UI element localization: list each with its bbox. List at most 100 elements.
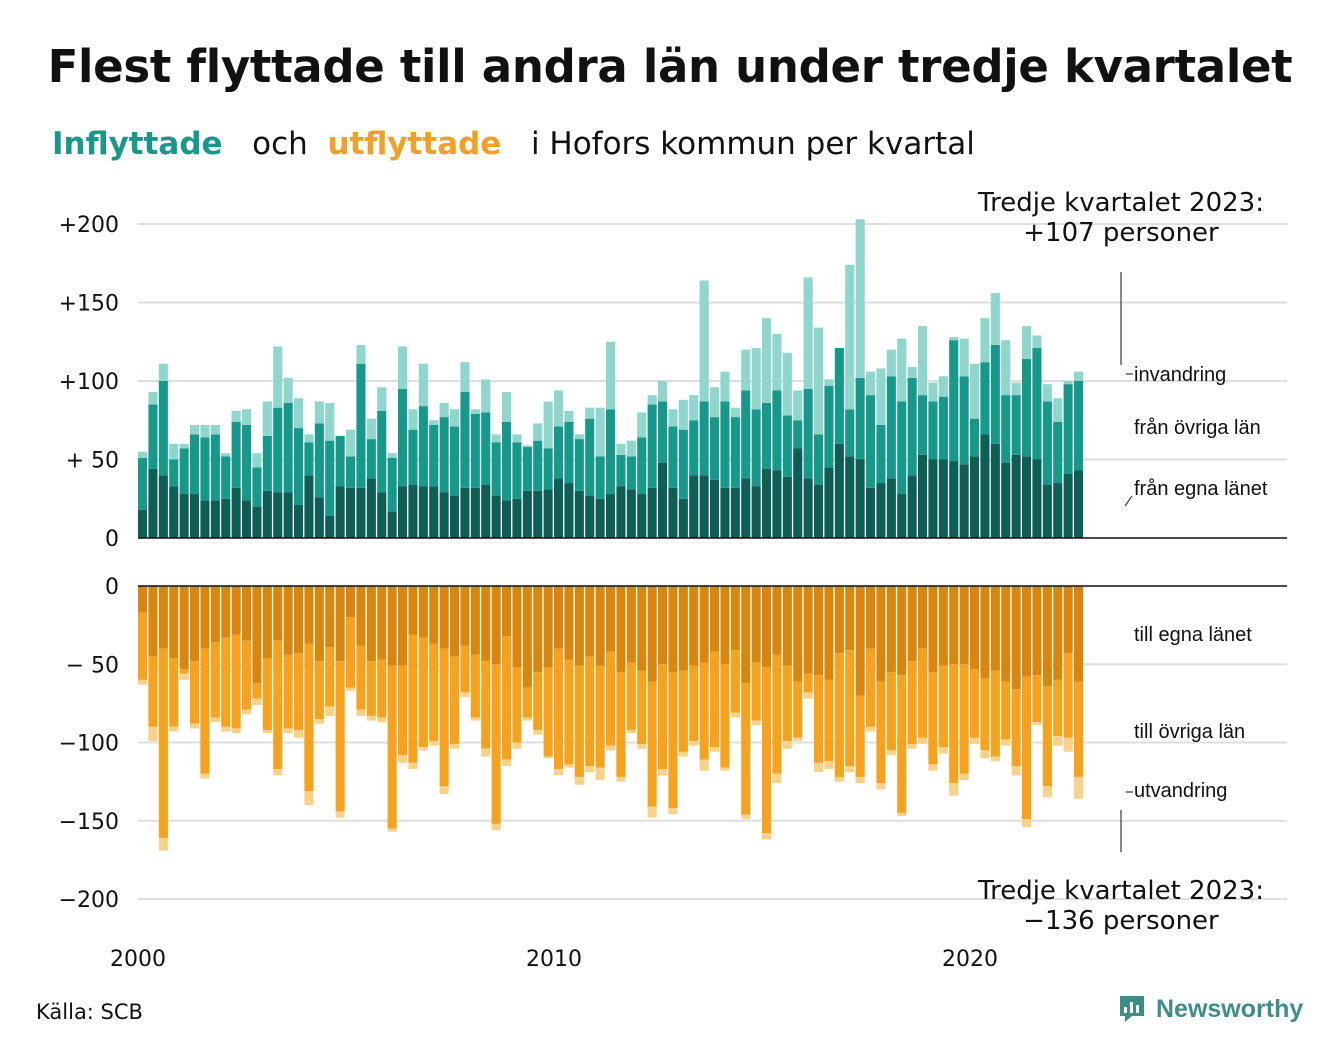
bar-in_other [782, 415, 792, 477]
bar-in_immigration [959, 338, 969, 377]
bar-out_own [408, 586, 418, 635]
bar-out_own [460, 586, 470, 646]
callout-bottom: Tredje kvartalet 2023: −136 personer [941, 876, 1301, 936]
bar-in_other [814, 434, 824, 485]
bar-out_own [554, 586, 564, 649]
bar-in_other [689, 420, 699, 476]
bar-in_own [554, 478, 564, 538]
bar-out_emigration [824, 761, 834, 770]
bar-in_own [918, 454, 928, 538]
bar-out_other [751, 662, 761, 721]
bar-out_emigration [949, 783, 959, 796]
bar-out_own [252, 586, 262, 684]
bar-in_own [190, 494, 200, 538]
bar-out_emigration [689, 740, 699, 746]
bar-in_other [190, 434, 200, 495]
bar-in_immigration [554, 390, 564, 427]
bar-out_other [678, 670, 688, 752]
bar-in_immigration [366, 418, 376, 440]
bar-out_other [1032, 675, 1042, 723]
subtitle-and: och [252, 126, 308, 162]
bar-out_own [491, 586, 501, 665]
bar-out_emigration [574, 776, 584, 785]
bar-in_own [387, 511, 397, 538]
bar-in_other [221, 456, 231, 499]
bar-out_other [460, 645, 470, 693]
bar-out_emigration [252, 698, 262, 705]
bar-out_other [169, 657, 179, 727]
bar-in_other [252, 467, 262, 507]
bar-out_emigration [907, 744, 917, 749]
bar-in_immigration [314, 401, 324, 424]
bar-in_own [304, 475, 314, 538]
bar-out_other [325, 647, 335, 707]
bar-out_emigration [158, 837, 168, 851]
bar-in_other [242, 424, 252, 501]
bar-out_own [626, 586, 636, 663]
bar-in_own [803, 478, 813, 538]
bar-in_own [616, 486, 626, 538]
bar-out_emigration [834, 776, 844, 782]
bar-out_emigration [273, 769, 283, 776]
bar-in_own [346, 487, 356, 538]
bar-in_other [1063, 384, 1073, 474]
bar-in_immigration [481, 379, 491, 413]
bar-out_other [512, 667, 522, 743]
bar-in_own [814, 484, 824, 538]
bar-in_own [543, 489, 553, 538]
bar-out_other [1053, 679, 1063, 737]
bar-in_own [824, 467, 834, 538]
bar-out_own [772, 586, 782, 655]
bar-out_own [262, 586, 272, 658]
bar-in_immigration [564, 410, 574, 422]
bar-out_emigration [200, 773, 210, 779]
bar-in_immigration [231, 410, 241, 422]
bar-out_other [990, 670, 1000, 757]
bar-in_other [179, 448, 189, 495]
bar-out_other [647, 681, 657, 807]
bar-in_other [845, 409, 855, 457]
bar-out_emigration [762, 833, 772, 840]
bar-out_emigration [179, 673, 189, 680]
bar-in_immigration [803, 277, 813, 389]
bar-out_other [720, 664, 730, 768]
bar-out_own [907, 586, 917, 662]
bar-out_emigration [304, 791, 314, 806]
bar-out_other [938, 665, 948, 748]
annotations: invandring från övriga län från egna länet… [1120, 272, 1268, 852]
bar-out_emigration [647, 806, 657, 818]
bar-in_immigration [398, 346, 408, 389]
bar-out_own [294, 586, 304, 654]
bar-out_emigration [793, 737, 803, 741]
bar-out_own [1053, 586, 1063, 680]
bar-in_other [273, 407, 283, 493]
bar-out_own [470, 586, 480, 655]
bar-in_other [169, 459, 179, 487]
bar-out_own [918, 586, 928, 649]
subtitle-inflow: Inflyttade [52, 126, 223, 162]
bar-out_other [762, 667, 772, 834]
bar-out_own [824, 586, 834, 680]
bar-in_immigration [1053, 398, 1063, 422]
bar-out_other [595, 665, 605, 768]
bar-in_immigration [772, 333, 782, 391]
bar-out_emigration [886, 750, 896, 756]
bar-in_own [626, 489, 636, 538]
chart-title: Flest flyttade till andra län under tred… [47, 40, 1293, 93]
bar-in_immigration [377, 387, 387, 411]
bar-in_immigration [346, 429, 356, 457]
bar-in_other [897, 401, 907, 495]
bar-in_immigration [242, 409, 252, 425]
bar-in_other [387, 457, 397, 512]
bar-out_own [200, 586, 210, 649]
bar-out_other [866, 648, 876, 727]
bar-out_other [699, 662, 709, 760]
bar-out_own [855, 586, 865, 696]
bar-out_other [356, 645, 366, 710]
bar-in_immigration [1022, 326, 1032, 360]
brand[interactable]: Newsworthy [1118, 994, 1303, 1024]
bar-in_own [928, 459, 938, 538]
bar-in_immigration [647, 395, 657, 405]
bar-out_own [138, 586, 148, 613]
bar-out_own [699, 586, 709, 663]
